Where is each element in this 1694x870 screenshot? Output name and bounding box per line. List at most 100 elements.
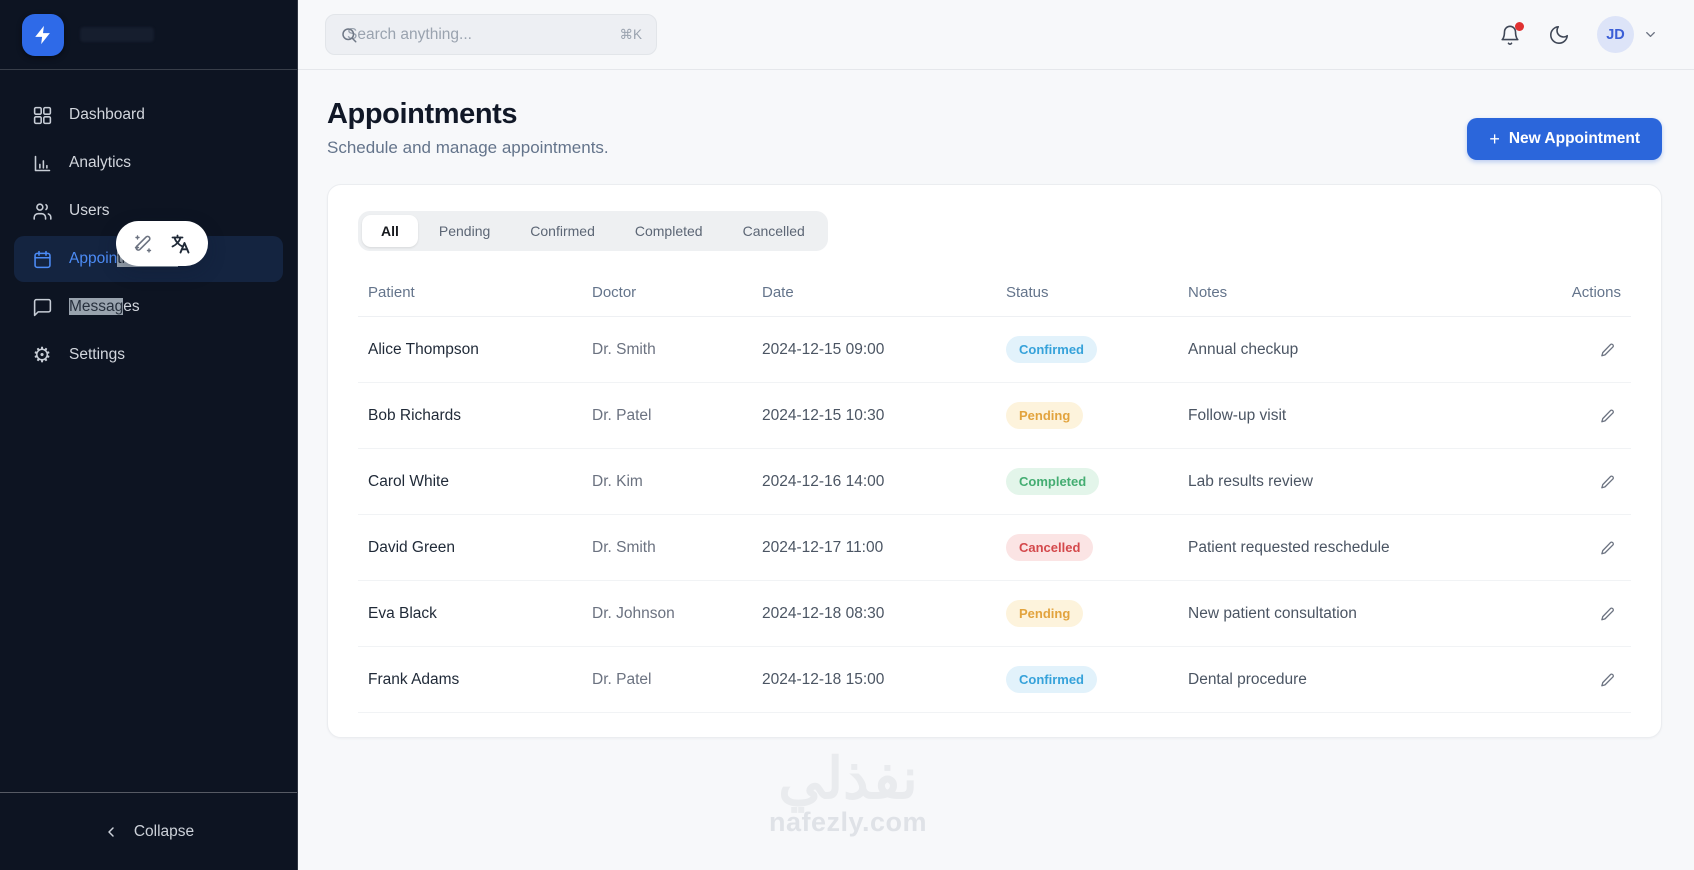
edit-button[interactable]: [1595, 601, 1621, 627]
search-input[interactable]: [326, 25, 566, 44]
tab-pending[interactable]: Pending: [420, 215, 509, 247]
column-header-date: Date: [762, 284, 794, 301]
appointment-date: 2024-12-18 15:00: [762, 670, 885, 688]
sidebar-item-label: Settings: [69, 346, 126, 363]
pencil-icon: [1599, 341, 1617, 359]
search-box[interactable]: ⌘K: [325, 14, 657, 55]
dashboard-grid-icon: [31, 104, 53, 126]
sidebar: Dashboard Analytics Users Appointments M: [0, 0, 298, 870]
sidebar-item-settings[interactable]: ⚙ Settings: [14, 332, 283, 378]
brand-name-dimmed: [80, 27, 154, 42]
new-appointment-button[interactable]: + New Appointment: [1467, 118, 1662, 160]
appointment-date: 2024-12-17 11:00: [762, 538, 884, 556]
patient-name: Frank Adams: [368, 670, 460, 688]
content-area: Appointments Schedule and manage appoint…: [298, 70, 1694, 738]
avatar: JD: [1597, 16, 1634, 53]
patient-name: Bob Richards: [368, 406, 462, 424]
collapse-button[interactable]: Collapse: [0, 792, 297, 870]
notes: New patient consultation: [1188, 604, 1357, 622]
magic-wand-icon[interactable]: [129, 230, 157, 258]
column-header-actions: Actions: [1571, 284, 1621, 301]
pencil-icon: [1599, 671, 1617, 689]
chevron-down-icon: [1643, 27, 1658, 42]
users-icon: [31, 200, 53, 222]
doctor-name: Dr. Kim: [592, 472, 643, 490]
pencil-icon: [1599, 605, 1617, 623]
text-selection-highlight: Messag: [69, 298, 124, 315]
bell-icon: [1499, 24, 1521, 46]
sidebar-item-users[interactable]: Users: [14, 188, 283, 234]
doctor-name: Dr. Smith: [592, 538, 656, 556]
edit-button[interactable]: [1595, 667, 1621, 693]
status-badge: Completed: [1006, 468, 1100, 495]
main-area: ⌘K JD Appointments Sche: [298, 0, 1694, 870]
chevron-left-icon: [103, 824, 119, 840]
gear-icon: ⚙: [32, 343, 52, 367]
plus-icon: +: [1489, 128, 1500, 149]
status-badge: Pending: [1006, 600, 1084, 627]
edit-button[interactable]: [1595, 337, 1621, 363]
status-badge: Cancelled: [1006, 534, 1094, 561]
column-header-patient: Patient: [368, 284, 415, 301]
sidebar-item-messages[interactable]: Messages: [14, 284, 283, 330]
tab-all[interactable]: All: [362, 215, 418, 247]
appointment-date: 2024-12-18 08:30: [762, 604, 885, 622]
sidebar-item-label: Dashboard: [69, 106, 145, 123]
analytics-bars-icon: [31, 152, 53, 174]
notes: Annual checkup: [1188, 340, 1299, 358]
doctor-name: Dr. Patel: [592, 670, 652, 688]
doctor-name: Dr. Patel: [592, 406, 652, 424]
appointment-date: 2024-12-16 14:00: [762, 472, 885, 490]
tab-confirmed[interactable]: Confirmed: [511, 215, 614, 247]
collapse-label: Collapse: [133, 822, 195, 840]
table-row: Eva Black Dr. Johnson 2024-12-18 08:30 P…: [358, 581, 1631, 647]
translate-icon[interactable]: [167, 230, 195, 258]
app-logo[interactable]: [22, 13, 64, 56]
edit-button[interactable]: [1595, 469, 1621, 495]
status-filter-tabs: All Pending Confirmed Completed Cancelle…: [358, 211, 828, 251]
text-selection-popup: [116, 221, 208, 266]
message-bubble-icon: [31, 296, 53, 318]
notes: Follow-up visit: [1188, 406, 1287, 424]
notifications-button[interactable]: [1499, 21, 1524, 46]
sidebar-item-analytics[interactable]: Analytics: [14, 140, 283, 186]
status-badge: Pending: [1006, 402, 1084, 429]
patient-name: Eva Black: [368, 604, 437, 622]
notes: Patient requested reschedule: [1188, 538, 1390, 556]
notification-dot: [1515, 21, 1524, 31]
column-header-doctor: Doctor: [592, 284, 637, 301]
patient-name: David Green: [368, 538, 456, 556]
edit-button[interactable]: [1595, 403, 1621, 429]
lightning-bolt-icon: [32, 24, 54, 46]
account-menu[interactable]: JD: [1597, 16, 1658, 53]
edit-button[interactable]: [1595, 535, 1621, 561]
notes: Lab results review: [1188, 472, 1313, 490]
keyboard-shortcut-hint: ⌘K: [619, 26, 642, 42]
table-header: Patient Doctor Date Status Notes Actions: [358, 269, 1631, 317]
status-badge: Confirmed: [1006, 336, 1097, 363]
search-icon: [340, 26, 358, 44]
sidebar-item-label: Analytics: [69, 154, 132, 171]
patient-name: Alice Thompson: [368, 340, 479, 358]
dark-mode-toggle[interactable]: [1548, 24, 1570, 46]
sidebar-item-label: Users: [69, 202, 110, 219]
column-header-notes: Notes: [1188, 284, 1228, 301]
table-row: David Green Dr. Smith 2024-12-17 11:00 C…: [358, 515, 1631, 581]
table-row: Alice Thompson Dr. Smith 2024-12-15 09:0…: [358, 317, 1631, 383]
moon-icon: [1548, 24, 1570, 46]
sidebar-item-label: Messages: [69, 298, 140, 315]
column-header-status: Status: [1006, 284, 1049, 301]
pencil-icon: [1599, 407, 1617, 425]
table-row: Bob Richards Dr. Patel 2024-12-15 10:30 …: [358, 383, 1631, 449]
appointment-date: 2024-12-15 09:00: [762, 340, 885, 358]
doctor-name: Dr. Smith: [592, 340, 656, 358]
pencil-icon: [1599, 539, 1617, 557]
appointment-date: 2024-12-15 10:30: [762, 406, 885, 424]
tab-completed[interactable]: Completed: [616, 215, 722, 247]
doctor-name: Dr. Johnson: [592, 604, 675, 622]
sidebar-item-dashboard[interactable]: Dashboard: [14, 92, 283, 138]
pencil-icon: [1599, 473, 1617, 491]
table-row: Frank Adams Dr. Patel 2024-12-18 15:00 C…: [358, 647, 1631, 713]
tab-cancelled[interactable]: Cancelled: [724, 215, 824, 247]
page-subtitle: Schedule and manage appointments.: [327, 138, 609, 157]
